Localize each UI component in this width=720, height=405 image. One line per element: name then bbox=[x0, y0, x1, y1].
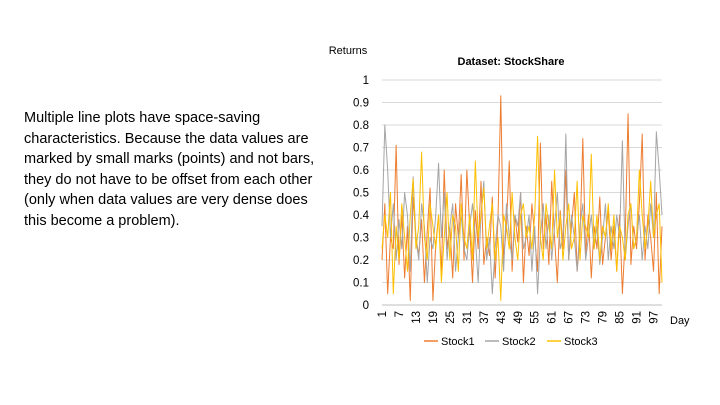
series-line-stock2 bbox=[381, 124, 663, 295]
x-tick-label: 31 bbox=[462, 311, 474, 324]
y-axis-title: Returns bbox=[329, 45, 368, 57]
y-tick-label: 0.8 bbox=[353, 120, 369, 132]
x-tick-label: 55 bbox=[530, 311, 542, 324]
x-tick-label: 37 bbox=[479, 311, 491, 324]
x-tick-label: 1 bbox=[377, 311, 389, 317]
series-lines bbox=[381, 95, 663, 301]
x-tick-label: 61 bbox=[547, 311, 559, 324]
x-tick-label: 7 bbox=[394, 311, 406, 317]
y-tick-label: 0.9 bbox=[353, 98, 369, 110]
y-tick-label: 1 bbox=[363, 75, 369, 87]
legend: Stock1 Stock2 Stock3 bbox=[424, 336, 598, 348]
y-tick-label: 0.2 bbox=[353, 255, 369, 267]
x-tick-label: 25 bbox=[445, 311, 457, 324]
x-tick-label: 19 bbox=[428, 311, 440, 324]
x-tick-label: 43 bbox=[496, 311, 508, 324]
x-tick-label: 97 bbox=[649, 311, 661, 324]
x-tick-label: 67 bbox=[564, 311, 576, 324]
x-tick-label: 91 bbox=[632, 311, 644, 324]
series-line-stock3 bbox=[381, 135, 663, 301]
axes: 00.10.20.30.40.50.60.70.80.911 7 13 19 25 31 3… bbox=[353, 75, 662, 324]
slide-body-text: Multiple line plots have space-saving ch… bbox=[24, 110, 315, 229]
legend-label-stock3: Stock3 bbox=[564, 336, 598, 348]
y-tick-label: 0.5 bbox=[353, 188, 369, 200]
y-tick-label: 0 bbox=[363, 300, 369, 312]
y-tick-label: 0.7 bbox=[353, 143, 369, 155]
series-line-stock1 bbox=[381, 95, 663, 301]
x-tick-label: 79 bbox=[598, 311, 610, 324]
legend-label-stock2: Stock2 bbox=[502, 336, 536, 348]
y-tick-label: 0.1 bbox=[353, 278, 369, 290]
chart-title: Dataset: StockShare bbox=[458, 56, 565, 68]
x-tick-label: 85 bbox=[615, 311, 627, 324]
y-tick-label: 0.3 bbox=[353, 233, 369, 245]
legend-label-stock1: Stock1 bbox=[441, 336, 475, 348]
y-tick-label: 0.4 bbox=[353, 210, 370, 222]
x-axis-title: Day bbox=[670, 315, 690, 327]
x-tick-label: 49 bbox=[513, 311, 525, 324]
y-tick-label: 0.6 bbox=[353, 165, 369, 177]
x-tick-label: 73 bbox=[581, 311, 593, 324]
x-tick-label: 13 bbox=[411, 311, 423, 324]
